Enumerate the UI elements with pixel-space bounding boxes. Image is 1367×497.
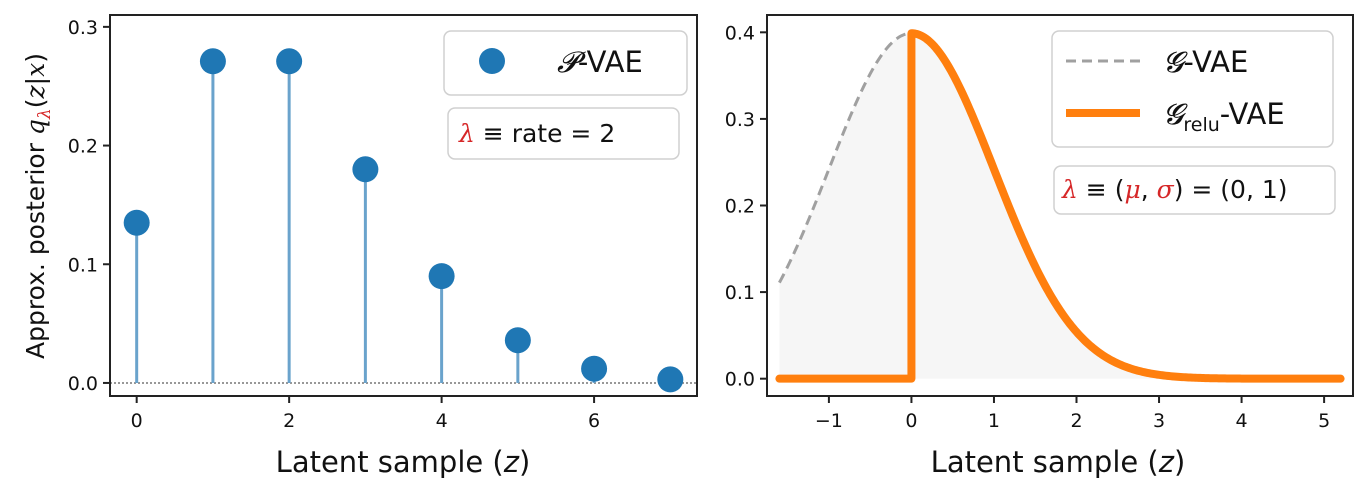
- x-tick-label: 5: [1318, 410, 1330, 432]
- left-y-axis-label: Approx. posterior qλ(z|x): [21, 53, 55, 359]
- left-axes-frame: [109, 14, 698, 397]
- svg-text:λ ≡ (μ, σ) = (0, 1): λ ≡ (μ, σ) = (0, 1): [1061, 175, 1288, 204]
- left-legend: 𝓟-VAE: [443, 30, 688, 96]
- right-x-axis: −1 0 1 2 3 4 5: [815, 396, 1330, 432]
- right-y-axis: 0.0 0.1 0.2 0.3 0.4: [725, 22, 767, 391]
- gaussian-vae-line: [778, 31, 912, 284]
- stem-marker: [504, 327, 531, 354]
- y-tick-label: 0.0: [725, 369, 755, 391]
- left-plot-area: [110, 48, 697, 393]
- right-param-mu: μ: [1124, 175, 1140, 204]
- density-fill: [779, 33, 1341, 379]
- x-tick-label: 6: [588, 410, 600, 432]
- left-param-symbol: λ: [458, 119, 475, 148]
- x-tick-label: −1: [815, 410, 843, 432]
- right-param-close: ) = (0, 1): [1174, 175, 1288, 204]
- left-param-text: ≡ rate = 2: [475, 119, 615, 148]
- x-tick-label: 2: [283, 410, 295, 432]
- left-y-axis: 0.0 0.1 0.2 0.3: [68, 17, 110, 395]
- stem-marker: [199, 48, 226, 75]
- y-tick-label: 0.2: [68, 136, 98, 158]
- right-param-sigma: σ: [1157, 175, 1175, 204]
- right-param-box: λ ≡ (μ, σ) = (0, 1): [1053, 165, 1336, 215]
- stem-marker: [352, 156, 379, 183]
- y-tick-label: 0.3: [68, 17, 98, 39]
- y-tick-label: 0.1: [725, 282, 755, 304]
- x-tick-label: 4: [1236, 410, 1248, 432]
- stem-marker: [428, 263, 455, 290]
- x-tick-label: 3: [1153, 410, 1165, 432]
- left-legend-label: 𝓟-VAE: [557, 45, 643, 79]
- right-param-open: ≡ (: [1078, 175, 1125, 204]
- y-tick-label: 0.1: [68, 254, 98, 276]
- stem-marker: [657, 366, 684, 393]
- right-chart: −1 0 1 2 3 4 5 0.0 0.1 0.2 0.3 0.4 Latent sample (…: [725, 14, 1354, 479]
- right-param-sep: ,: [1141, 175, 1157, 204]
- y-tick-label: 0.3: [725, 109, 755, 131]
- left-x-axis: 0 2 4 6: [131, 396, 600, 432]
- left-chart: 0 2 4 6 0.0 0.1 0.2 0.3 Latent sample (z) Appr…: [21, 14, 698, 479]
- y-tick-label: 0.4: [725, 22, 755, 44]
- x-tick-label: 1: [988, 410, 1000, 432]
- left-legend-marker: [479, 48, 505, 74]
- x-tick-label: 0: [905, 410, 917, 432]
- x-tick-label: 2: [1070, 410, 1082, 432]
- y-tick-label: 0.2: [725, 196, 755, 218]
- right-legend-label-gaussian: 𝓖-VAE: [1163, 45, 1248, 79]
- stem-marker: [581, 355, 608, 382]
- right-plot-area: [775, 29, 1345, 383]
- stem-marker: [276, 48, 303, 75]
- y-tick-label: 0.0: [68, 373, 98, 395]
- left-x-axis-label: Latent sample (z): [276, 445, 531, 479]
- x-tick-label: 0: [131, 410, 143, 432]
- right-legend-label-relu: 𝓖relu-VAE: [1163, 97, 1285, 136]
- svg-text:λ ≡ rate = 2: λ ≡ rate = 2: [458, 119, 615, 148]
- right-x-axis-label: Latent sample (z): [931, 445, 1186, 479]
- right-param-symbol: λ: [1061, 175, 1078, 204]
- right-legend: 𝓖-VAE 𝓖relu-VAE: [1051, 30, 1334, 148]
- left-param-box: λ ≡ rate = 2: [447, 107, 680, 160]
- relu-gaussian-vae-line: [775, 29, 1345, 383]
- x-tick-label: 4: [436, 410, 448, 432]
- stem-marker: [123, 209, 150, 236]
